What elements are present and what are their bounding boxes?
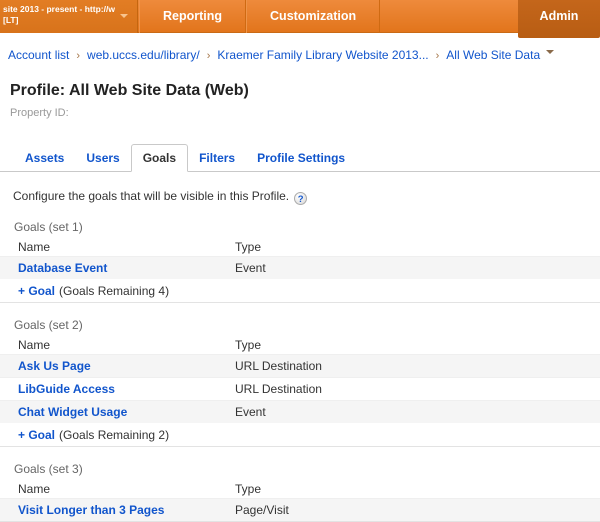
goal-set-label: Goals (set 2) — [14, 318, 83, 332]
goal-sets-container: Goals (set 1) Name Type Database Event Event… — [0, 220, 600, 522]
goal-set-1: Goals (set 1) Name Type Database Event Event… — [0, 220, 600, 303]
column-header-type: Type — [235, 239, 262, 254]
table-row: Chat Widget Usage Event — [0, 400, 600, 423]
column-header-type: Type — [235, 337, 262, 352]
column-header-name: Name — [18, 239, 51, 254]
nav-item-reporting[interactable]: Reporting — [139, 0, 247, 33]
goal-table: Name Type Database Event Event + Goal (Goals … — [0, 237, 600, 303]
add-goal-link[interactable]: + Goal — [18, 283, 56, 298]
intro-text: Configure the goals that will be visible… — [13, 189, 290, 203]
goal-name-cell: Chat Widget Usage — [18, 405, 235, 419]
tab-goals[interactable]: Goals — [130, 144, 189, 172]
goal-link-ask-us-page[interactable]: Ask Us Page — [18, 359, 91, 373]
add-goal-link[interactable]: + Goal — [18, 427, 56, 442]
goals-remaining-text: (Goals Remaining 4) — [59, 283, 170, 298]
breadcrumb-link-web-uccs-edu-library[interactable]: web.uccs.edu/library/ — [87, 48, 200, 62]
breadcrumb-separator: › — [435, 50, 440, 62]
breadcrumb-link-all-web-site-data[interactable]: All Web Site Data — [446, 48, 541, 62]
table-row: Visit Longer than 3 Pages Page/Visit — [0, 498, 600, 521]
tab-filters[interactable]: Filters — [199, 151, 236, 165]
goal-link-database-event[interactable]: Database Event — [18, 261, 108, 275]
goal-type-cell: Event — [235, 405, 266, 419]
tab-profile-settings[interactable]: Profile Settings — [257, 151, 346, 165]
admin-tab[interactable]: Admin — [518, 0, 600, 38]
goal-link-visit-longer-than-3-pages[interactable]: Visit Longer than 3 Pages — [18, 503, 165, 517]
goal-set-label: Goals (set 3) — [14, 462, 83, 476]
goal-name-cell: Database Event — [18, 261, 235, 275]
help-icon[interactable]: ? — [294, 192, 308, 205]
account-selector-line1: site 2013 - present - http://ww... — [3, 4, 115, 14]
property-id-label: Property ID: — [10, 107, 69, 119]
goal-type-cell: URL Destination — [235, 382, 322, 396]
nav-item-customization[interactable]: Customization — [246, 0, 381, 33]
goal-type-cell: URL Destination — [235, 359, 322, 373]
table-header-row: Name Type — [0, 335, 600, 354]
chevron-down-icon[interactable] — [546, 50, 555, 58]
table-header-row: Name Type — [0, 237, 600, 256]
goals-remaining-text: (Goals Remaining 2) — [59, 427, 170, 442]
table-row: Ask Us Page URL Destination — [0, 354, 600, 377]
goal-table: Name Type Visit Longer than 3 Pages Page/Vi… — [0, 479, 600, 522]
goal-set-2: Goals (set 2) Name Type Ask Us Page URL Dest… — [0, 318, 600, 447]
goal-set-label: Goals (set 1) — [14, 220, 83, 234]
breadcrumb-link-kraemer-family-library-website-2013[interactable]: Kraemer Family Library Website 2013... — [217, 48, 429, 62]
profile-tab-bar: Assets Users Goals Filters Profile Settings — [0, 143, 600, 172]
page-title: Profile: All Web Site Data (Web) — [10, 82, 249, 99]
goal-type-cell: Event — [235, 261, 266, 275]
breadcrumb-link-account-list[interactable]: Account list — [8, 48, 70, 62]
column-header-name: Name — [18, 337, 51, 352]
add-goal-row: + Goal (Goals Remaining 2) — [0, 423, 600, 446]
intro-line: Configure the goals that will be visible… — [13, 189, 600, 205]
tab-users[interactable]: Users — [86, 151, 120, 165]
goal-name-cell: LibGuide Access — [18, 382, 235, 396]
goal-name-cell: Visit Longer than 3 Pages — [18, 503, 235, 517]
table-header-row: Name Type — [0, 479, 600, 498]
breadcrumb-separator: › — [76, 50, 81, 62]
goal-name-cell: Ask Us Page — [18, 359, 235, 373]
breadcrumb-separator: › — [206, 50, 211, 62]
goal-set-3: Goals (set 3) Name Type Visit Longer than 3… — [0, 462, 600, 522]
chevron-down-icon — [120, 14, 128, 22]
top-navigation-bar: site 2013 - present - http://ww... [LT] … — [0, 0, 600, 38]
account-selector-line2: [LT] — [3, 15, 19, 25]
breadcrumb: Account list › web.uccs.edu/library/ › Kraem… — [0, 33, 600, 72]
goal-type-cell: Page/Visit — [235, 503, 289, 517]
add-goal-row: + Goal (Goals Remaining 4) — [0, 279, 600, 302]
table-row: Database Event Event — [0, 256, 600, 279]
tab-assets[interactable]: Assets — [25, 151, 65, 165]
top-nav-items: Reporting Customization — [139, 0, 381, 33]
column-header-type: Type — [235, 481, 262, 496]
goal-table: Name Type Ask Us Page URL Destination LibGui… — [0, 335, 600, 447]
table-row: LibGuide Access URL Destination — [0, 377, 600, 400]
goal-link-chat-widget-usage[interactable]: Chat Widget Usage — [18, 405, 128, 419]
column-header-name: Name — [18, 481, 51, 496]
account-selector-dropdown[interactable]: site 2013 - present - http://ww... [LT] — [0, 0, 138, 33]
goal-link-libguide-access[interactable]: LibGuide Access — [18, 382, 115, 396]
